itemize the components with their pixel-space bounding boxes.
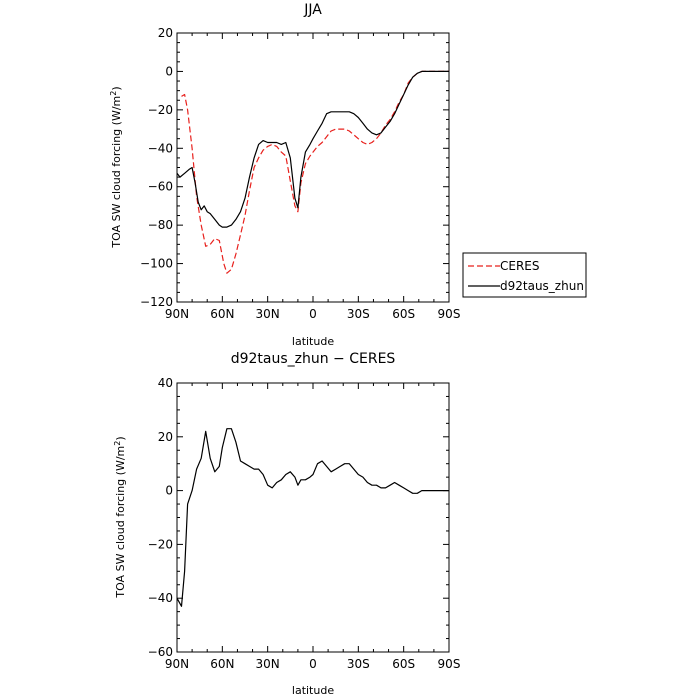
top-chart-panel: JJA 90N 60N 30N 0 30S 60S 90S 20 0 −20 −40 −60 −80 −… <box>109 2 587 348</box>
x-tick-label: 60N <box>210 657 234 671</box>
x-tick-label: 90S <box>438 657 461 671</box>
top-chart-y-axis-label-sup: 2 <box>109 91 118 96</box>
bottom-chart-x-axis-label: latitude <box>292 684 334 697</box>
y-tick-label: −40 <box>148 591 173 605</box>
bottom-chart-panel: d92taus_zhun − CERES 90N 60N 30N 0 30S 60S 90S… <box>113 351 461 697</box>
bottom-chart-plot-area <box>176 382 450 653</box>
top-chart-y-axis-label: TOA SW cloud forcing (W/m2) <box>109 86 124 248</box>
y-tick-label: −20 <box>148 537 173 551</box>
bottom-chart-title: d92taus_zhun − CERES <box>231 351 396 367</box>
top-chart-x-tick-labels: 90N 60N 30N 0 30S 60S 90S <box>165 307 461 321</box>
bottom-chart-y-axis-label-main: TOA SW cloud forcing (W/m <box>114 446 127 599</box>
x-tick-label: 90N <box>165 657 189 671</box>
y-tick-label: −80 <box>148 218 173 232</box>
bottom-chart-x-tick-labels: 90N 60N 30N 0 30S 60S 90S <box>165 657 461 671</box>
y-tick-label: −60 <box>148 645 173 659</box>
y-tick-label: 0 <box>165 484 173 498</box>
y-tick-label: 0 <box>165 64 173 78</box>
top-chart-legend: CERES d92taus_zhun <box>462 252 587 298</box>
y-tick-label: 20 <box>158 26 173 40</box>
top-chart-y-axis-label-close: ) <box>110 86 123 90</box>
legend-label-d92taus-zhun: d92taus_zhun <box>500 279 584 293</box>
x-tick-label: 90S <box>438 307 461 321</box>
bottom-chart-y-tick-labels: 40 20 0 −20 −40 −60 <box>148 376 173 659</box>
bottom-chart-series <box>176 428 449 607</box>
y-tick-label: −20 <box>148 103 173 117</box>
top-chart-y-tick-labels: 20 0 −20 −40 −60 −80 −100 −120 <box>140 26 173 309</box>
x-tick-label: 90N <box>165 307 189 321</box>
x-tick-label: 60N <box>210 307 234 321</box>
top-chart-ticks <box>176 32 450 303</box>
y-tick-label: 20 <box>158 430 173 444</box>
x-tick-label: 60S <box>392 307 415 321</box>
top-chart-title: JJA <box>303 2 322 18</box>
top-chart-plot-area <box>176 32 450 303</box>
legend-box <box>462 252 587 298</box>
x-tick-label: 30N <box>256 657 280 671</box>
x-tick-label: 0 <box>309 307 317 321</box>
y-tick-label: −40 <box>148 141 173 155</box>
top-chart-line-ceres <box>181 70 449 274</box>
y-tick-label: −60 <box>148 180 173 194</box>
bottom-chart-y-axis-label: TOA SW cloud forcing (W/m2) <box>113 436 128 598</box>
top-chart-line-d92taus-zhun <box>176 70 449 228</box>
y-tick-label: 40 <box>158 376 173 390</box>
top-chart-y-axis-label-main: TOA SW cloud forcing (W/m <box>110 96 123 249</box>
x-tick-label: 0 <box>309 657 317 671</box>
bottom-chart-y-axis-label-sup: 2 <box>113 441 122 446</box>
bottom-chart-y-axis-label-close: ) <box>114 436 127 440</box>
y-tick-label: −120 <box>140 295 173 309</box>
top-chart-series <box>176 70 449 274</box>
bottom-chart-line-series-1 <box>176 428 449 607</box>
bottom-chart-ticks <box>176 382 450 653</box>
top-chart-x-axis-label: latitude <box>292 335 334 348</box>
x-tick-label: 30S <box>347 657 370 671</box>
x-tick-label: 30N <box>256 307 280 321</box>
x-tick-label: 60S <box>392 657 415 671</box>
x-tick-label: 30S <box>347 307 370 321</box>
y-tick-label: −100 <box>140 257 173 271</box>
legend-label-ceres: CERES <box>500 259 540 273</box>
